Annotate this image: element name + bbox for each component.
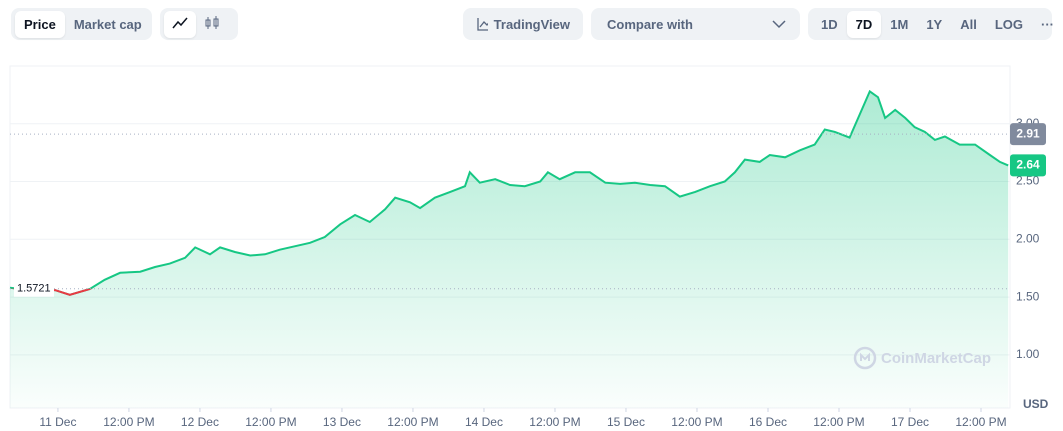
y-tick-label: 2.50 [1016, 174, 1040, 188]
high-badge [1010, 123, 1046, 146]
range-tabs: 1D 7D 1M 1Y All LOG ··· [808, 8, 1054, 40]
price-line [9, 89, 1009, 296]
compare-label: Compare with [607, 16, 693, 32]
last-price-badge [1010, 154, 1046, 177]
line-chart-button[interactable] [164, 10, 196, 38]
x-tick-label: 17 Dec [891, 415, 929, 429]
candle-icon [205, 15, 219, 29]
chart-type-tabs [160, 8, 238, 40]
reference-badge [14, 280, 54, 297]
currency-label: USD [1023, 397, 1049, 411]
chevron-icon [772, 20, 786, 29]
log-toggle[interactable]: LOG [994, 16, 1024, 32]
compare-dropdown[interactable]: Compare with [591, 8, 800, 40]
price-tab[interactable]: Price [15, 10, 65, 38]
market-cap-tab[interactable]: Market cap [73, 16, 142, 32]
x-tick-label: 12:00 PM [955, 415, 1006, 429]
candle-chart-button[interactable] [196, 11, 228, 38]
range-1y[interactable]: 1Y [926, 16, 943, 32]
x-tick-label: 12:00 PM [103, 415, 154, 429]
y-tick-label: 2.00 [1016, 231, 1040, 245]
x-tick-label: 15 Dec [607, 415, 645, 429]
x-tick-label: 16 Dec [749, 415, 787, 429]
range-1d[interactable]: 1D [821, 16, 838, 32]
reference-label: 1.5721 [17, 283, 51, 295]
y-tick-label: 1.00 [1016, 347, 1040, 361]
x-tick-label: 14 Dec [465, 415, 503, 429]
price-area [10, 91, 1009, 409]
x-tick-label: 12:00 PM [245, 415, 296, 429]
range-7d[interactable]: 7D [846, 10, 882, 38]
x-tick-label: 12 Dec [181, 415, 219, 429]
watermark-logo [853, 346, 877, 370]
line-icon [172, 17, 188, 28]
more-button[interactable]: ··· [1041, 16, 1055, 32]
x-tick-label: 11 Dec [39, 415, 76, 429]
x-tick-label: 12:00 PM [671, 415, 722, 429]
tradingview-button[interactable]: TradingView [463, 8, 583, 40]
tradingview-icon [477, 18, 488, 31]
tradingview-label: TradingView [493, 16, 570, 32]
watermark: CoinMarketCap [881, 350, 991, 367]
last-price-label: 2.64 [1016, 158, 1040, 172]
x-tick-label: 12:00 PM [387, 415, 438, 429]
price-tabs: Price Market cap [11, 8, 152, 40]
y-tick-label: 1.50 [1016, 289, 1040, 303]
x-tick-label: 12:00 PM [813, 415, 864, 429]
x-tick-label: 13 Dec [323, 415, 361, 429]
range-all[interactable]: All [960, 16, 977, 32]
range-1m[interactable]: 1M [890, 16, 909, 32]
x-tick-label: 12:00 PM [529, 415, 580, 429]
high-label: 2.91 [1016, 126, 1040, 140]
